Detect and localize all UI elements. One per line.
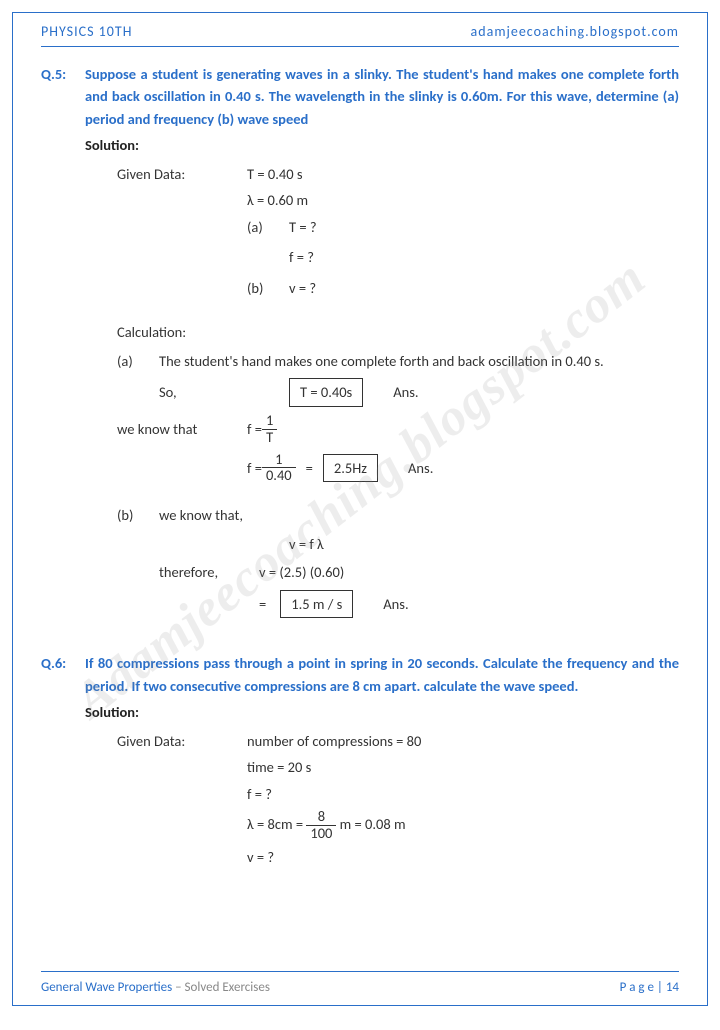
q5-given-data: Given Data:T = 0.40 s λ = 0.60 m (a)T = …: [117, 163, 679, 303]
f-eq: f =: [247, 418, 262, 440]
f-val: f =: [247, 457, 262, 479]
frac-1T: 1T: [262, 413, 277, 446]
given-lambda: λ = 0.60 m: [247, 189, 679, 211]
part-b-v: v = ?: [289, 277, 316, 299]
wkt-1: we know that: [117, 418, 247, 440]
ans-1: Ans.: [393, 381, 418, 403]
q5-number: Q.5:: [41, 63, 85, 130]
question-6: Q.6: If 80 compressions pass through a p…: [41, 652, 679, 697]
calc-a-text: The student's hand makes one complete fo…: [159, 350, 679, 372]
box-T: T = 0.40s: [289, 378, 363, 406]
frac-1-040: 10.40: [262, 452, 296, 485]
box-f: 2.5Hz: [323, 454, 378, 482]
q5-solution-label: Solution:: [85, 134, 679, 156]
q6-g2: time = 20 s: [247, 756, 679, 778]
therefore: therefore,: [159, 561, 259, 583]
v-calc: v = (2.5) (0.60): [259, 561, 344, 583]
header-right: adamjeecoaching.blogspot.com: [471, 23, 679, 40]
eq-sign: =: [306, 457, 313, 479]
eq-sign-2: =: [259, 593, 266, 615]
q6-text: If 80 compressions pass through a point …: [85, 652, 679, 697]
q6-given-label: Given Data:: [117, 730, 247, 752]
part-a-label: (a): [247, 216, 289, 238]
q6-g5: v = ?: [247, 846, 679, 868]
header-left: PHYSICS 10TH: [41, 23, 132, 40]
q5-calc-body: (a)The student's hand makes one complete…: [117, 350, 679, 619]
ans-3: Ans.: [383, 593, 408, 615]
q6-g3: f = ?: [247, 783, 679, 805]
ans-2: Ans.: [408, 457, 433, 479]
q5-text: Suppose a student is generating waves in…: [85, 63, 679, 130]
q6-number: Q.6:: [41, 652, 85, 697]
q6-lambda: λ = 8cm = 8100 m = 0.08 m: [247, 809, 679, 842]
calc-b-label: (b): [117, 504, 159, 526]
q6-g1: number of compressions = 80: [247, 730, 679, 752]
calc-label: Calculation:: [117, 321, 679, 343]
b-wkt: we know that,: [159, 504, 679, 526]
footer: General Wave Properties – Solved Exercis…: [41, 971, 679, 1005]
footer-page: P a g e | 14: [620, 980, 679, 995]
q6-solution-label: Solution:: [85, 701, 679, 723]
footer-topic: General Wave Properties: [41, 980, 172, 995]
calc-a-label: (a): [117, 350, 159, 372]
part-a-f: f = ?: [289, 246, 314, 268]
header: PHYSICS 10TH adamjeecoaching.blogspot.co…: [41, 13, 679, 47]
question-5: Q.5: Suppose a student is generating wav…: [41, 63, 679, 130]
q6-given-data: Given Data:number of compressions = 80 t…: [117, 730, 679, 869]
given-label: Given Data:: [117, 163, 247, 185]
part-a-T: T = ?: [289, 216, 317, 238]
footer-sub: – Solved Exercises: [172, 980, 270, 995]
box-v: 1.5 m / s: [280, 590, 353, 618]
page-frame: Adamjeecoaching.blogspot.com PHYSICS 10T…: [12, 12, 708, 1006]
so-label: So,: [159, 381, 289, 403]
part-b-label: (b): [247, 277, 289, 299]
content: Q.5: Suppose a student is generating wav…: [41, 47, 679, 868]
v-fl: v = f λ: [289, 533, 324, 555]
given-T: T = 0.40 s: [247, 163, 679, 185]
